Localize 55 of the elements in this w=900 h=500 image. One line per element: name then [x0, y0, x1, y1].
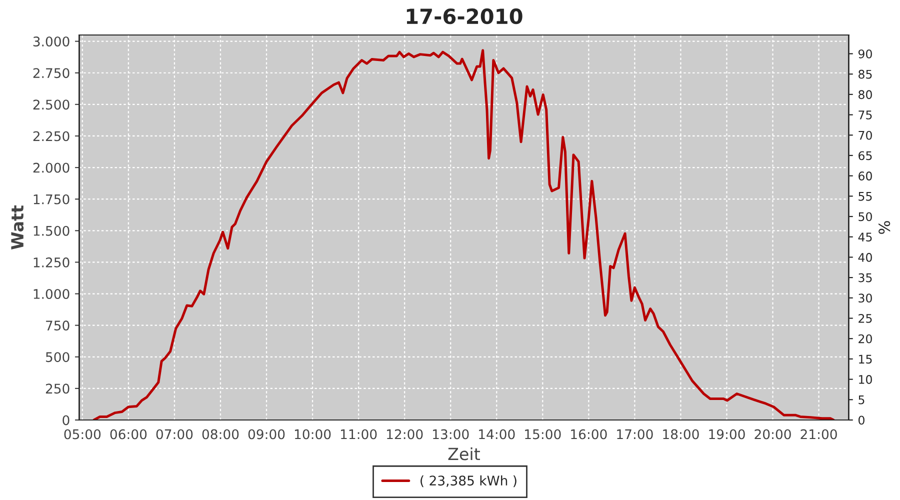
y2-tick-label: 30	[858, 294, 872, 303]
y2-tick-label: 0	[858, 416, 864, 425]
y2-tick-label: 75	[858, 110, 872, 120]
x-tick-label: 21:00	[800, 429, 837, 440]
x-tick-label: 06:00	[110, 429, 147, 440]
y-tick-label: 1.750	[34, 194, 70, 204]
y-axis-title: Watt	[11, 205, 24, 250]
y2-tick-label: 85	[858, 70, 872, 79]
x-tick-label: 20:00	[754, 429, 791, 440]
y2-tick-label: 70	[858, 130, 872, 140]
y2-tick-label: 15	[859, 354, 872, 364]
y-tick-label: 2.500	[33, 100, 70, 110]
y2-tick-label: 90	[858, 49, 872, 58]
x-tick-label: 09:00	[248, 429, 285, 440]
y2-tick-label: 5	[858, 396, 864, 404]
y2-tick-label: 45	[858, 232, 872, 242]
y2-tick-label: 65	[858, 151, 872, 160]
y-tick-label: 500	[46, 352, 70, 362]
y2-tick-label: 10	[859, 375, 872, 384]
y2-tick-label: 35	[858, 273, 872, 282]
x-tick-label: 15:00	[525, 429, 561, 440]
y2-tick-label: 80	[858, 90, 872, 100]
x-tick-label: 05:00	[64, 429, 101, 440]
y-tick-label: 2.750	[33, 68, 70, 78]
x-axis-title: Zeit	[448, 447, 480, 460]
y2-tick-label: 40	[858, 252, 872, 262]
y-tick-label: 0	[62, 415, 70, 426]
x-tick-label: 17:00	[617, 429, 653, 440]
y-tick-label: 1.250	[34, 257, 70, 268]
y2-tick-label: 50	[858, 212, 872, 222]
x-tick-label: 08:00	[202, 429, 239, 440]
y-tick-label: 1.500	[34, 226, 70, 236]
y-tick-label: 1.000	[34, 288, 70, 299]
chart-title: 17-6-2010	[406, 8, 522, 24]
y-tick-label: 2.250	[33, 131, 70, 142]
y-tick-label: 750	[46, 320, 70, 331]
x-tick-label: 16:00	[571, 429, 607, 440]
y-tick-label: 3.000	[33, 36, 70, 47]
x-tick-label: 13:00	[433, 429, 469, 440]
legend-label: ( 23,385 kWh )	[420, 475, 516, 488]
line-series	[92, 49, 835, 420]
x-tick-label: 18:00	[663, 429, 699, 440]
x-tick-label: 12:00	[387, 429, 423, 440]
y-tick-label: 2.000	[33, 162, 70, 173]
y2-tick-label: 20	[858, 334, 872, 344]
y-tick-label: 250	[46, 384, 70, 394]
x-tick-label: 19:00	[709, 429, 745, 440]
y2-tick-label: 55	[858, 192, 872, 201]
y2-axis-title: %	[878, 221, 890, 234]
x-tick-label: 11:00	[340, 429, 377, 440]
y2-tick-label: 25	[858, 314, 872, 323]
x-tick-label: 14:00	[479, 429, 515, 440]
y2-tick-label: 60	[858, 172, 872, 180]
x-tick-label: 10:00	[294, 429, 331, 440]
x-tick-label: 07:00	[156, 429, 193, 440]
